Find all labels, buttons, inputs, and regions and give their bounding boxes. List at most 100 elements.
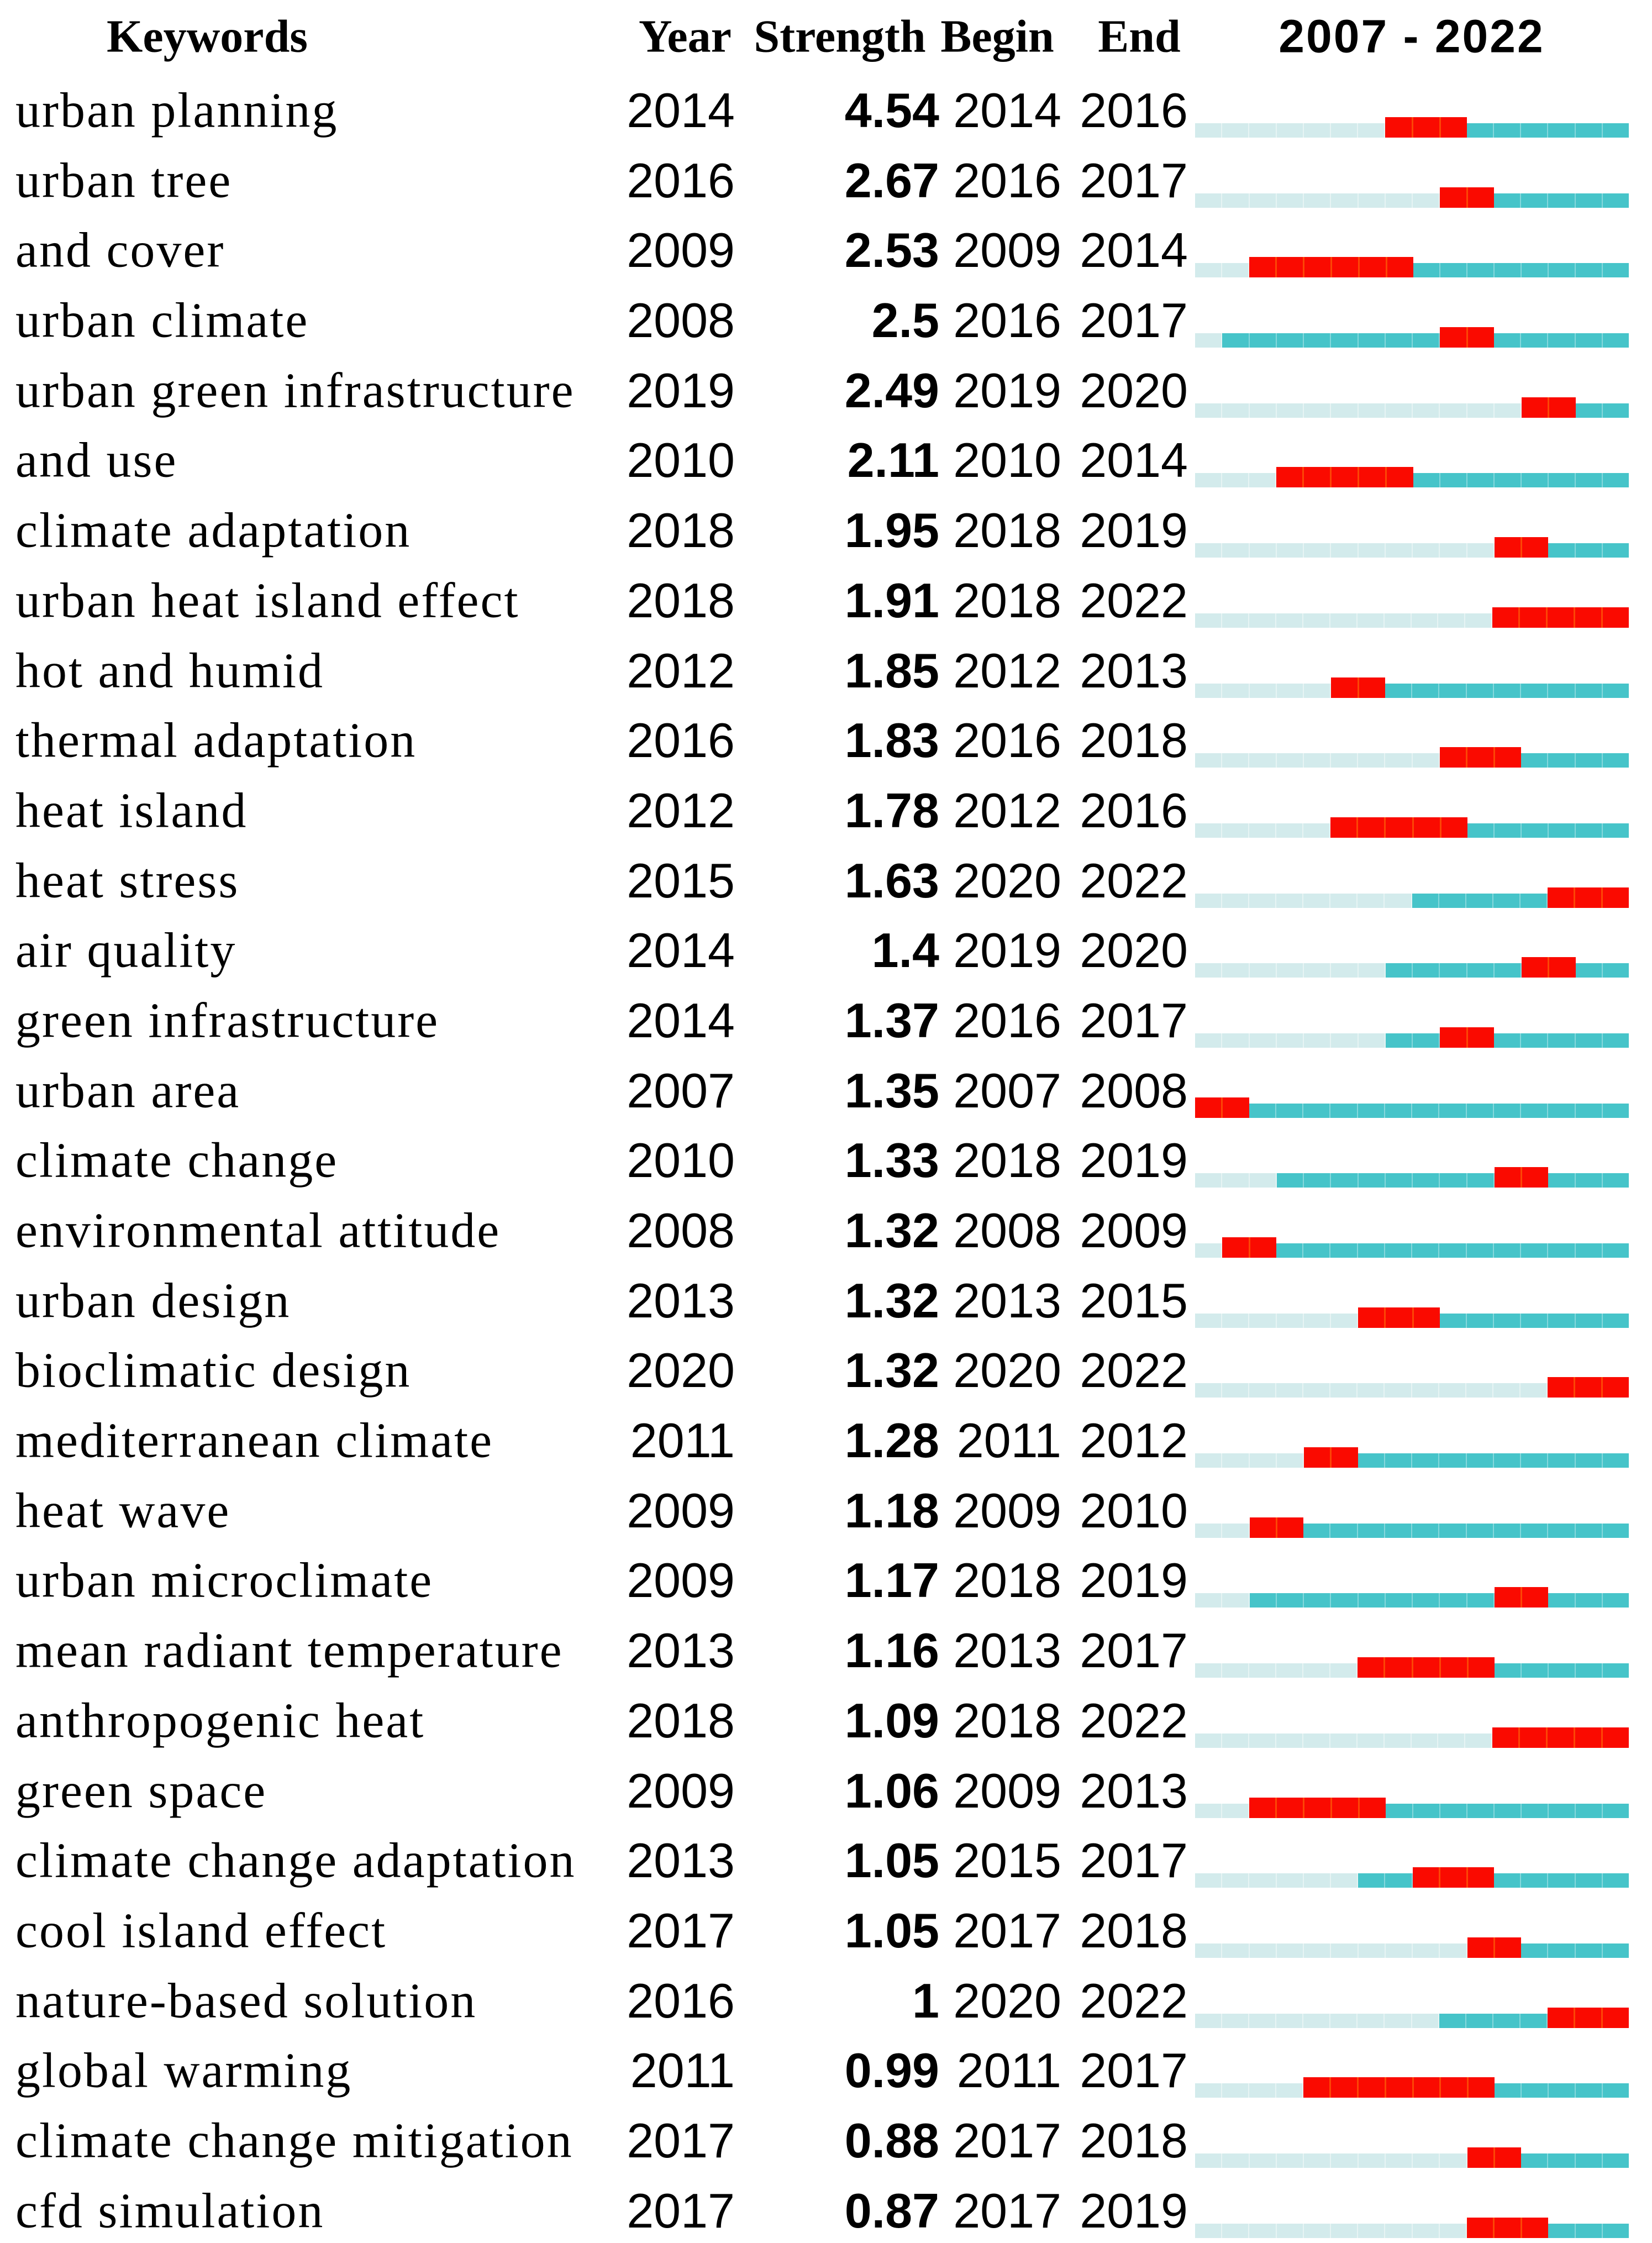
- year-segment: [1575, 1727, 1603, 1748]
- burst-timeline-bar: [1195, 1937, 1629, 1958]
- year-cell: 2009: [627, 1553, 735, 1608]
- year-segment: [1413, 473, 1440, 488]
- year-segment: [1521, 683, 1549, 698]
- year-segment: [1222, 1313, 1250, 1328]
- year-cell: 2014: [627, 923, 735, 978]
- year-segment: [1521, 1243, 1549, 1258]
- year-segment: [1249, 963, 1277, 978]
- col-header-year-range: 2007 - 2022: [1279, 10, 1545, 62]
- year-segment: [1195, 193, 1223, 208]
- year-segment: [1276, 1103, 1303, 1118]
- strength-cell: 1: [912, 1973, 939, 2028]
- burst-timeline-bar: [1195, 537, 1629, 558]
- year-segment: [1602, 473, 1629, 488]
- burst-timeline-bar: [1195, 327, 1629, 348]
- year-segment: [1412, 893, 1439, 908]
- year-segment: [1303, 753, 1331, 768]
- year-segment: [1548, 1103, 1576, 1118]
- year-segment: [1548, 683, 1576, 698]
- begin-cell: 2016: [953, 293, 1061, 348]
- year-segment: [1494, 1803, 1522, 1818]
- year-segment: [1358, 333, 1386, 348]
- end-cell: 2014: [1080, 433, 1188, 488]
- year-segment: [1385, 2223, 1413, 2238]
- year-segment: [1195, 1313, 1223, 1328]
- year-segment: [1249, 1733, 1276, 1748]
- year-segment: [1277, 1517, 1303, 1538]
- strength-cell: 1.16: [844, 1623, 939, 1678]
- year-segment: [1249, 543, 1277, 558]
- year-cell: 2007: [627, 1063, 735, 1118]
- end-cell: 2019: [1080, 1133, 1188, 1188]
- year-segment: [1303, 1663, 1331, 1678]
- year-segment: [1495, 2147, 1521, 2168]
- year-segment: [1303, 2077, 1331, 2098]
- keyword-cell: and cover: [15, 223, 225, 278]
- year-segment: [1385, 1523, 1412, 1538]
- year-segment: [1330, 753, 1359, 768]
- table-row: urban tree 2016 2.67 2016 2017: [0, 142, 1652, 212]
- end-cell: 2015: [1080, 1273, 1188, 1328]
- year-segment: [1440, 1027, 1468, 1048]
- year-segment: [1493, 1033, 1521, 1048]
- table-header: Keywords Year Strength Begin End 2007 - …: [0, 0, 1652, 72]
- strength-cell: 1.95: [844, 503, 939, 558]
- year-segment: [1575, 1593, 1603, 1608]
- table-row: urban heat island effect 2018 1.91 2018 …: [0, 562, 1652, 632]
- table-row: urban climate 2008 2.5 2016 2017: [0, 282, 1652, 352]
- year-segment: [1575, 1873, 1603, 1888]
- year-segment: [1493, 683, 1521, 698]
- year-segment: [1304, 1943, 1332, 1958]
- year-segment: [1412, 1523, 1440, 1538]
- year-segment: [1602, 1803, 1629, 1818]
- year-segment: [1276, 2013, 1304, 2028]
- year-segment: [1521, 123, 1549, 138]
- strength-cell: 1.63: [844, 853, 939, 908]
- year-segment: [1575, 607, 1603, 628]
- table-row: urban green infrastructure 2019 2.49 201…: [0, 352, 1652, 422]
- year-segment: [1521, 193, 1549, 208]
- year-segment: [1467, 543, 1495, 558]
- year-segment: [1575, 1033, 1603, 1048]
- table-row: green space 2009 1.06 2009 2013: [0, 1752, 1652, 1822]
- begin-cell: 2020: [953, 1973, 1061, 2028]
- year-cell: 2020: [627, 1343, 735, 1398]
- begin-cell: 2009: [953, 1483, 1061, 1538]
- year-segment: [1195, 2013, 1223, 2028]
- year-segment: [1438, 1733, 1466, 1748]
- year-segment: [1575, 2007, 1603, 2028]
- year-segment: [1195, 1593, 1223, 1608]
- year-segment: [1575, 683, 1603, 698]
- year-segment: [1493, 333, 1521, 348]
- year-cell: 2016: [627, 153, 735, 208]
- burst-timeline-bar: [1195, 1167, 1629, 1188]
- year-segment: [1330, 1873, 1359, 1888]
- year-segment: [1548, 1313, 1576, 1328]
- year-segment: [1303, 1383, 1331, 1398]
- strength-cell: 1.4: [871, 923, 939, 978]
- year-segment: [1304, 1593, 1332, 1608]
- table-row: cool island effect 2017 1.05 2017 2018: [0, 1892, 1652, 1962]
- year-segment: [1222, 1523, 1250, 1538]
- end-cell: 2016: [1080, 83, 1188, 138]
- year-segment: [1493, 1453, 1521, 1468]
- table-row: climate change adaptation 2013 1.05 2015…: [0, 1822, 1652, 1892]
- year-segment: [1467, 1937, 1495, 1958]
- end-cell: 2022: [1080, 572, 1188, 628]
- year-segment: [1575, 1663, 1603, 1678]
- table-row: climate change mitigation 2017 0.88 2017…: [0, 2102, 1652, 2172]
- year-segment: [1330, 1313, 1359, 1328]
- year-segment: [1412, 2223, 1440, 2238]
- year-segment: [1358, 1873, 1386, 1888]
- year-segment: [1222, 1873, 1250, 1888]
- year-segment: [1222, 893, 1250, 908]
- year-segment: [1521, 1033, 1549, 1048]
- strength-cell: 4.54: [844, 83, 939, 138]
- year-segment: [1385, 1453, 1412, 1468]
- year-segment: [1548, 1727, 1576, 1748]
- year-segment: [1249, 683, 1277, 698]
- year-segment: [1575, 1803, 1603, 1818]
- year-segment: [1249, 613, 1276, 628]
- year-segment: [1412, 1103, 1440, 1118]
- begin-cell: 2013: [953, 1273, 1061, 1328]
